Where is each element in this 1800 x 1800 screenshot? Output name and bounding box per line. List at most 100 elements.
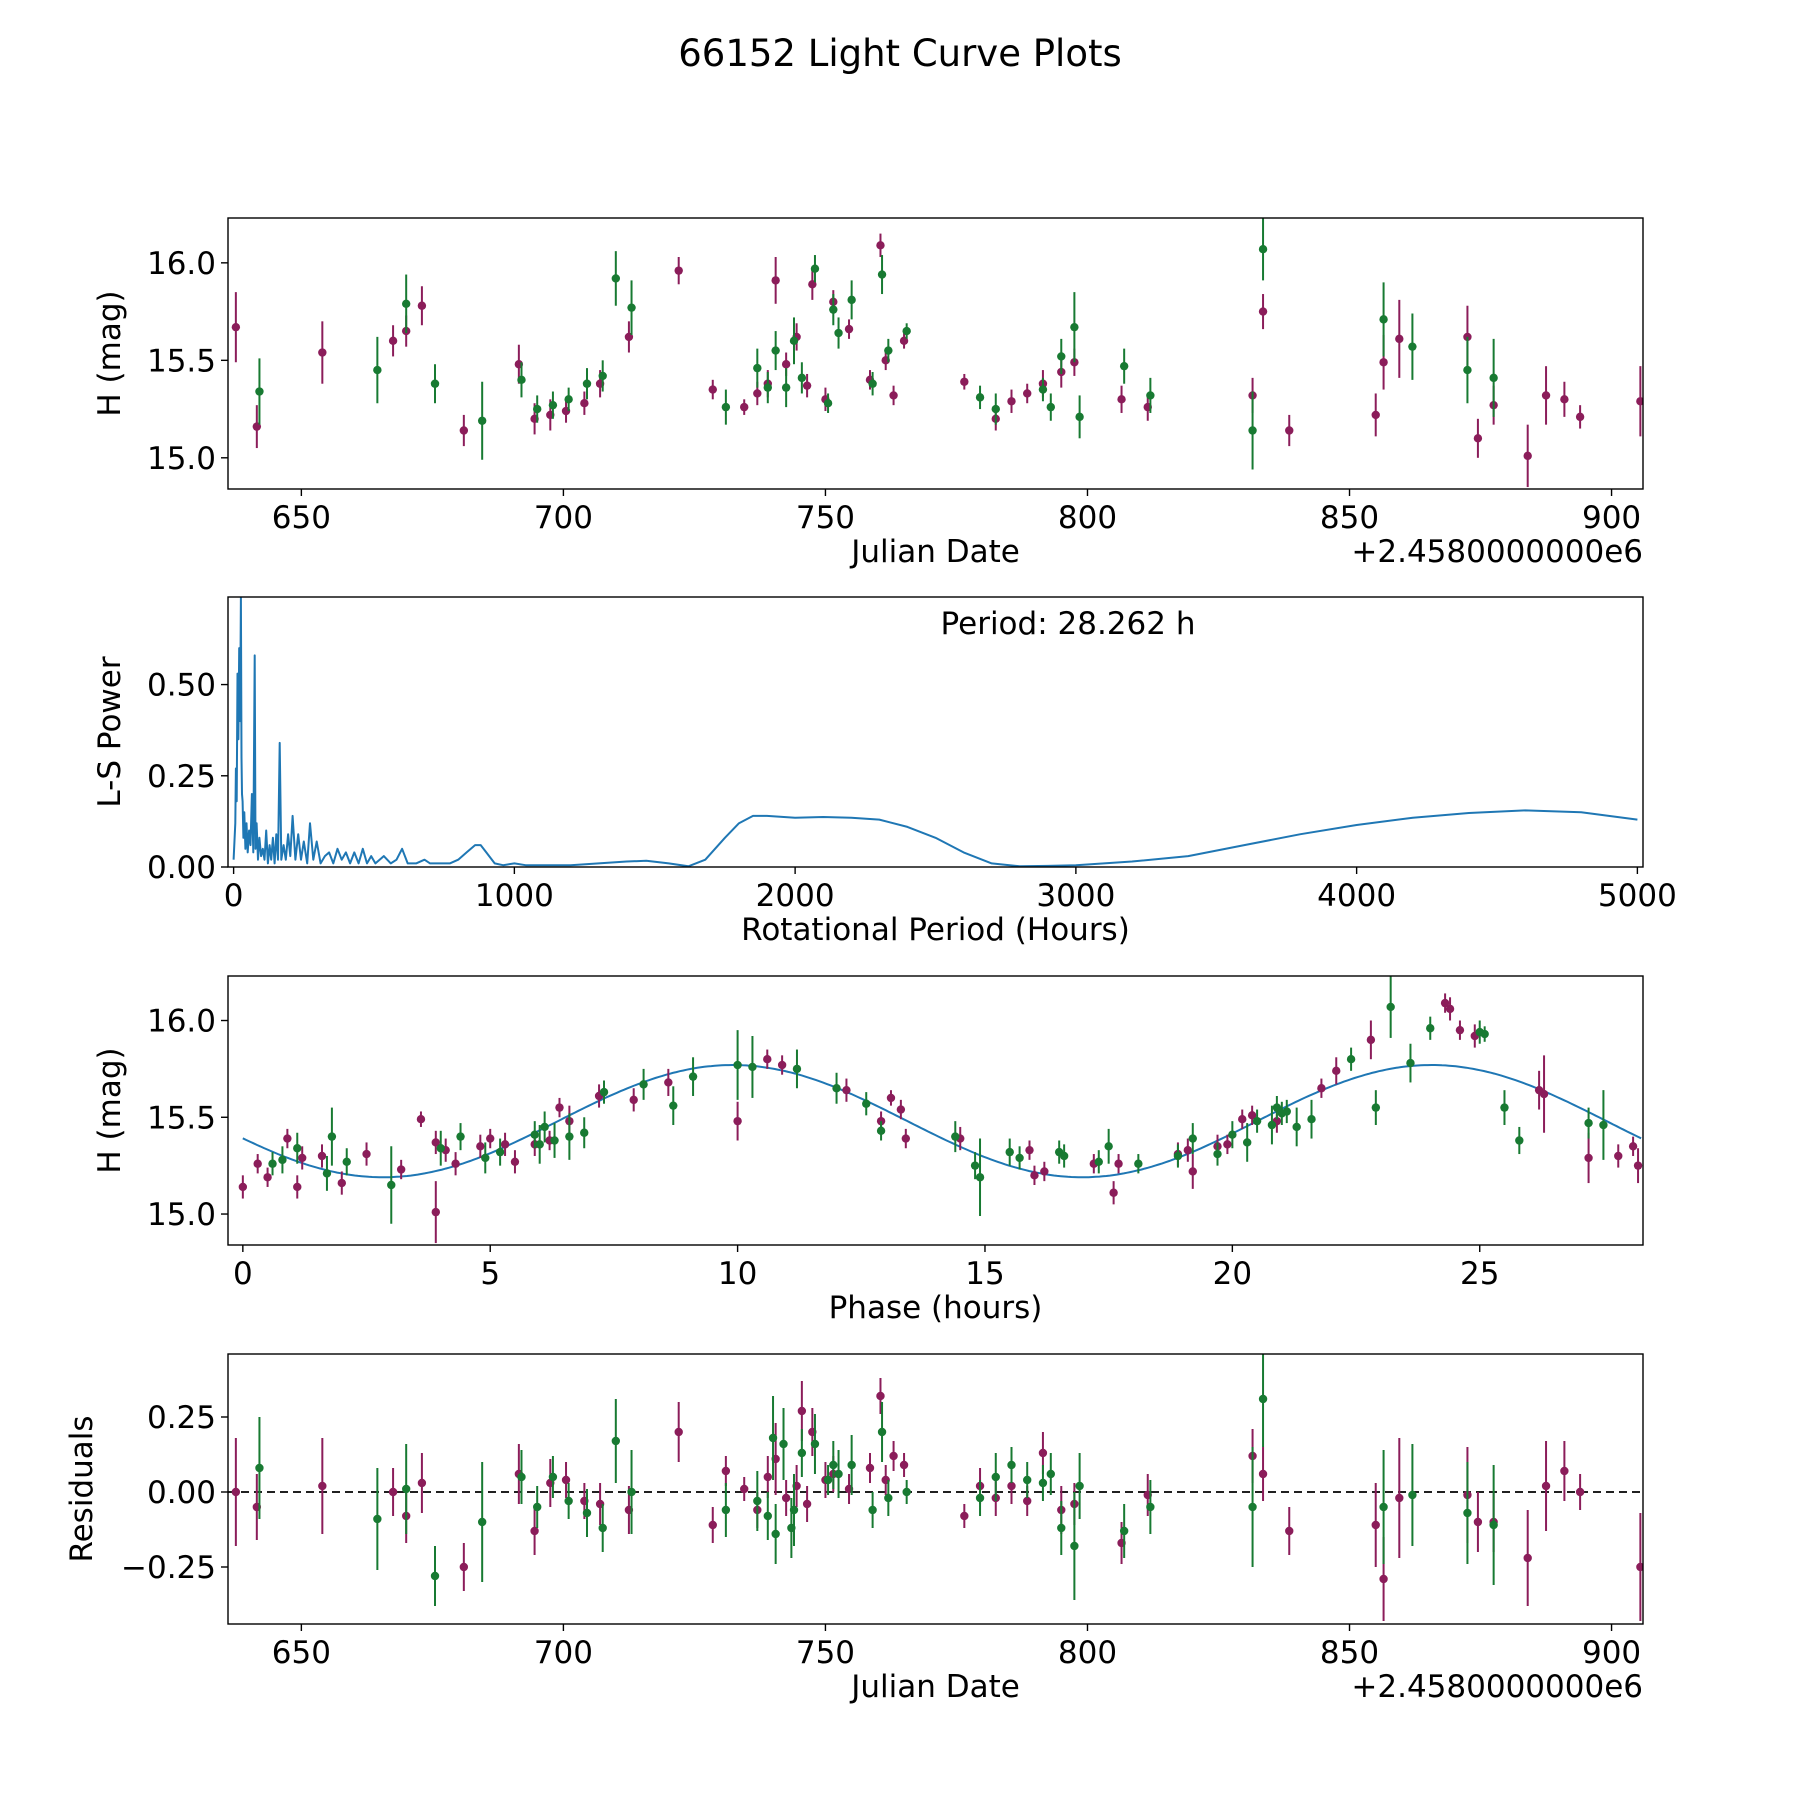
data-point	[1057, 1523, 1066, 1533]
x-tick-label: 1000	[475, 878, 554, 914]
x-tick-label: 750	[796, 1635, 855, 1671]
data-point	[876, 241, 885, 250]
data-point	[476, 1142, 485, 1151]
data-point	[834, 1469, 843, 1479]
data-point	[1038, 1448, 1048, 1458]
data-point	[1252, 1116, 1262, 1126]
data-point	[832, 1084, 841, 1093]
axes-frame	[227, 1353, 1644, 1625]
data-point	[565, 1132, 574, 1141]
data-point	[771, 276, 780, 285]
x-tick-label: 850	[1320, 1635, 1379, 1671]
x-axis-label: Rotational Period (Hours)	[741, 912, 1130, 948]
data-point	[1463, 365, 1472, 375]
x-tick-label: 650	[272, 500, 331, 536]
period-annotation: Period: 28.262 h	[941, 606, 1196, 642]
x-axis-label: Phase (hours)	[829, 1290, 1043, 1326]
data-point	[1636, 397, 1643, 406]
data-point	[1258, 1394, 1268, 1404]
data-point	[1614, 1151, 1623, 1161]
y-tick-label: 0.00	[147, 1475, 216, 1511]
x-tick-label: 20	[1213, 1256, 1252, 1292]
data-point	[1272, 1103, 1282, 1112]
data-point	[740, 402, 749, 412]
data-point	[1109, 1188, 1118, 1197]
data-point	[530, 1130, 539, 1139]
data-point	[1117, 395, 1126, 404]
data-point	[1500, 1103, 1509, 1112]
data-point	[781, 383, 791, 392]
data-point	[388, 336, 398, 346]
data-point	[580, 1128, 589, 1137]
data-point	[416, 1115, 426, 1124]
data-point	[664, 1078, 673, 1087]
data-point	[387, 1180, 396, 1190]
data-point	[688, 1072, 698, 1081]
data-point	[456, 1132, 465, 1141]
data-point	[862, 1099, 871, 1108]
data-point	[753, 363, 762, 373]
data-point	[1292, 1122, 1301, 1132]
data-point	[1007, 397, 1016, 406]
data-point	[451, 1159, 460, 1168]
data-point	[1636, 1562, 1643, 1572]
data-point	[431, 1207, 440, 1217]
data-point	[231, 1487, 241, 1497]
data-point	[1146, 1502, 1155, 1512]
data-point	[582, 379, 592, 388]
data-point	[1015, 1153, 1024, 1163]
data-point	[975, 393, 985, 402]
data-point	[802, 381, 812, 390]
x-tick-label: 15	[965, 1256, 1004, 1292]
plot-area-phase	[238, 976, 1643, 1244]
data-point	[1075, 1481, 1084, 1491]
data-point	[1541, 391, 1551, 400]
data-point	[753, 389, 762, 398]
data-point	[740, 1484, 749, 1494]
data-point	[337, 1178, 346, 1188]
y-tick-label: 15.0	[147, 441, 216, 477]
data-point	[901, 1134, 911, 1143]
data-point	[1426, 1024, 1435, 1033]
data-point	[1030, 1171, 1039, 1180]
data-point	[789, 1505, 799, 1515]
data-point	[1395, 1493, 1404, 1503]
data-point	[1007, 1481, 1016, 1491]
data-point	[777, 1060, 787, 1070]
data-point	[797, 373, 807, 383]
data-point	[599, 1087, 609, 1097]
data-point	[388, 1487, 398, 1497]
data-point	[1560, 1466, 1569, 1476]
data-point	[1473, 434, 1483, 443]
data-point	[868, 1505, 877, 1515]
data-point	[1223, 1140, 1232, 1149]
data-point	[263, 1173, 272, 1182]
x-tick-label: 10	[718, 1256, 757, 1292]
x-offset-label: +2.4580000000e6	[1351, 534, 1643, 570]
data-point	[1258, 244, 1268, 254]
data-point	[1267, 1120, 1277, 1130]
data-point	[548, 1472, 558, 1482]
data-point	[533, 404, 542, 414]
data-point	[763, 1472, 772, 1482]
panels: 650 700 750 800 850 900 15.0 15.5 16.0 Julian Dat…	[64, 217, 1677, 1705]
data-point	[283, 1134, 292, 1143]
x-tick-label: 3000	[1036, 878, 1115, 914]
x-tick-label: 5000	[1598, 878, 1677, 914]
x-tick-label: 750	[796, 500, 855, 536]
data-point	[1463, 332, 1472, 342]
data-point	[510, 1157, 520, 1166]
data-point	[582, 1508, 592, 1518]
x-offset-label: +2.4580000000e6	[1351, 1669, 1643, 1705]
data-point	[970, 1161, 980, 1170]
y-tick-label: 0.50	[147, 668, 216, 704]
data-point	[789, 336, 799, 346]
data-point	[1046, 402, 1055, 412]
data-point	[829, 305, 838, 314]
data-point	[459, 1562, 469, 1572]
data-point	[1445, 1004, 1455, 1014]
data-point	[991, 1472, 1000, 1482]
x-tick-label: 2000	[756, 878, 835, 914]
x-tick-label: 0	[233, 1256, 253, 1292]
